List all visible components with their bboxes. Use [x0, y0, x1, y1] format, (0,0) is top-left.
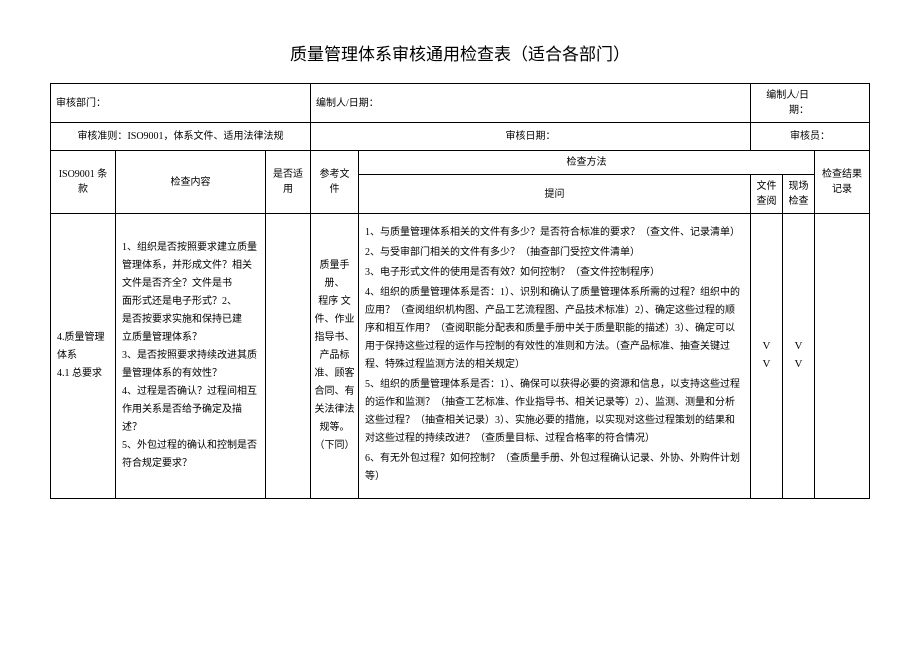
col-reference: 参考文件: [311, 151, 359, 214]
header-row-1: 审核部门： 编制人/日期： 编制人/日期：: [51, 84, 870, 123]
checklist-table: 审核部门： 编制人/日期： 编制人/日期： 审核准则：ISO9001，体系文件、…: [50, 83, 870, 499]
questions-cell: 1、与质量管理体系相关的文件有多少？是否符合标准的要求？（查文件、记录清单） 2…: [359, 214, 751, 499]
col-method: 检查方法: [359, 151, 815, 175]
criteria-value: ISO9001，体系文件、适用法律法规: [127, 131, 283, 142]
header-row-2: 审核准则：ISO9001，体系文件、适用法律法规 审核日期： 审核员：: [51, 123, 870, 151]
column-header-row-1: ISO9001 条款 检查内容 是否适用 参考文件 检查方法 检查结果记录: [51, 151, 870, 175]
question-4: 4、组织的质量管理体系是否：1）、识别和确认了质量管理体系所需的过程？组织中的应…: [365, 284, 744, 374]
question-6: 6、有无外包过程？如何控制？（查质量手册、外包过程确认记录、外协、外购件计划等）: [365, 450, 744, 486]
col-applicable: 是否适用: [266, 151, 311, 214]
col-scene-check: 现场检查: [782, 175, 814, 214]
reference-cell: 质量手册、 程序 文件、作业指导书、 产品标准、顾客合同、有关法律法规等。 （下…: [311, 214, 359, 499]
col-content: 检查内容: [116, 151, 266, 214]
question-1: 1、与质量管理体系相关的文件有多少？是否符合标准的要求？（查文件、记录清单）: [365, 224, 744, 242]
col-question: 提问: [359, 175, 751, 214]
clause-cell: 4.质量管理体系 4.1 总要求: [51, 214, 116, 499]
page-title: 质量管理体系审核通用检查表（适合各部门）: [50, 40, 870, 65]
applicable-cell: [266, 214, 311, 499]
reviewer-label: 编制人/日期：: [750, 84, 869, 123]
content-cell: 1、组织是否按照要求建立质量管理体系，并形成文件？相关文件是否齐全？文件是书 面…: [116, 214, 266, 499]
compiler-label: 编制人/日期：: [311, 84, 751, 123]
question-3: 3、电子形式文件的使用是否有效？如何控制？（查文件控制程序）: [365, 264, 744, 282]
auditor-label: 审核员：: [750, 123, 869, 151]
dept-label: 审核部门：: [51, 84, 311, 123]
audit-date-label: 审核日期：: [311, 123, 751, 151]
question-5: 5、组织的质量管理体系是否：1）、确保可以获得必要的资源和信息，以支持这些过程的…: [365, 376, 744, 448]
criteria-cell: 审核准则：ISO9001，体系文件、适用法律法规: [51, 123, 311, 151]
col-clause: ISO9001 条款: [51, 151, 116, 214]
col-file-review: 文件查阅: [750, 175, 782, 214]
question-2: 2、与受审部门相关的文件有多少？（抽查部门受控文件清单）: [365, 244, 744, 262]
result-cell: [814, 214, 869, 499]
file-check-cell: V V: [750, 214, 782, 499]
data-row-1: 4.质量管理体系 4.1 总要求 1、组织是否按照要求建立质量管理体系，并形成文…: [51, 214, 870, 499]
criteria-label: 审核准则：: [77, 131, 127, 142]
col-result: 检查结果记录: [814, 151, 869, 214]
scene-check-cell: V V: [782, 214, 814, 499]
